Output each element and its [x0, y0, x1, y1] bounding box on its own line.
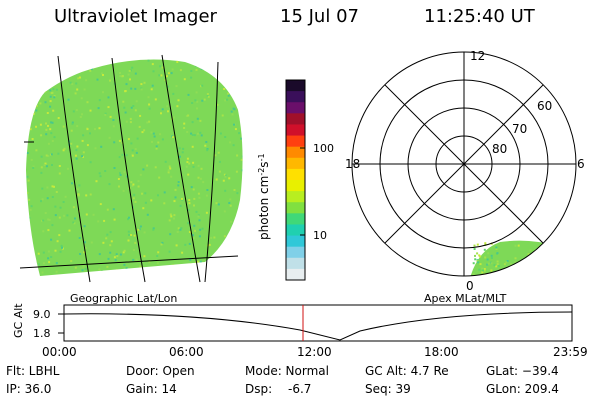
timeline-axis-label: GC Alt [12, 303, 25, 338]
colorbar [285, 79, 306, 281]
colorbar-segment [286, 168, 305, 181]
colorbar-segment [286, 124, 305, 137]
colorbar-segment [286, 246, 305, 259]
mlt-label-0: 0 [466, 279, 474, 293]
colorbar-segment [286, 202, 305, 214]
colorbar-segment [286, 224, 305, 237]
colorbar-tick-10: 10 [313, 229, 327, 242]
gcalt-info: GC Alt: 4.7 Re [365, 364, 449, 378]
timeline-xtick-1800: 18:00 [424, 345, 459, 359]
colorbar-segment [286, 257, 305, 270]
polar-plot [351, 51, 577, 277]
gain-info: Gain: 14 [126, 382, 177, 396]
colorbar-segment [286, 157, 305, 170]
mlat-label-80: 80 [492, 142, 507, 156]
instrument-title: Ultraviolet Imager [54, 6, 217, 27]
earth-disk [26, 59, 243, 276]
polar-data-region [470, 240, 556, 276]
dsp-value: -6.7 [288, 382, 312, 396]
colorbar-segment [286, 180, 305, 192]
geographic-label: Geographic Lat/Lon [70, 292, 177, 305]
timeline-xtick-1200: 12:00 [297, 345, 332, 359]
door-info: Door: Open [126, 364, 195, 378]
timeline-frame [63, 304, 573, 342]
colorbar-segment [286, 191, 305, 203]
time-label: 11:25:40 UT [424, 6, 535, 27]
polar-label: Apex MLat/MLT [424, 292, 507, 305]
colorbar-segment [286, 113, 305, 125]
colorbar-label: photon cm-2s-1 [257, 153, 272, 240]
date-label: 15 Jul 07 [280, 6, 359, 27]
timeline-xtick-0600: 06:00 [169, 345, 204, 359]
mlat-label-70: 70 [512, 122, 527, 136]
mlat-label-60: 60 [537, 99, 552, 113]
colorbar-segment [286, 146, 305, 159]
colorbar-segment [286, 213, 305, 225]
mlt-label-18: 18 [345, 157, 360, 171]
colorbar-segment [286, 102, 305, 114]
mlt-label-6: 6 [577, 157, 585, 171]
polar-diagonal-2 [384, 84, 544, 244]
glon-info: GLon: 209.4 [486, 382, 559, 396]
timeline-xtick-2359: 23:59 [553, 345, 588, 359]
colorbar-segment [286, 91, 305, 103]
colorbar-segment [286, 268, 305, 281]
earth-texture [26, 59, 243, 276]
timeline-ytick-9: 9.0 [33, 308, 51, 321]
ip-info: IP: 36.0 [6, 382, 52, 396]
colorbar-segment [286, 80, 305, 92]
colorbar-segment [286, 235, 305, 248]
colorbar-segment [286, 135, 305, 148]
mlt-label-12: 12 [470, 49, 485, 63]
glat-info: GLat: −39.4 [486, 364, 559, 378]
mode-info: Mode: Normal [245, 364, 329, 378]
altitude-curve [63, 311, 573, 341]
flt-info: Flt: LBHL [6, 364, 60, 378]
timeline-xtick-0000: 00:00 [42, 345, 77, 359]
colorbar-tick-100: 100 [313, 142, 334, 155]
timeline-ytick-1.8: 1.8 [33, 327, 51, 340]
dsp-label: Dsp: [245, 382, 273, 396]
seq-info: Seq: 39 [365, 382, 411, 396]
geographic-image [19, 54, 243, 283]
longitude-grid [19, 54, 239, 283]
timeline-plot [58, 304, 573, 342]
